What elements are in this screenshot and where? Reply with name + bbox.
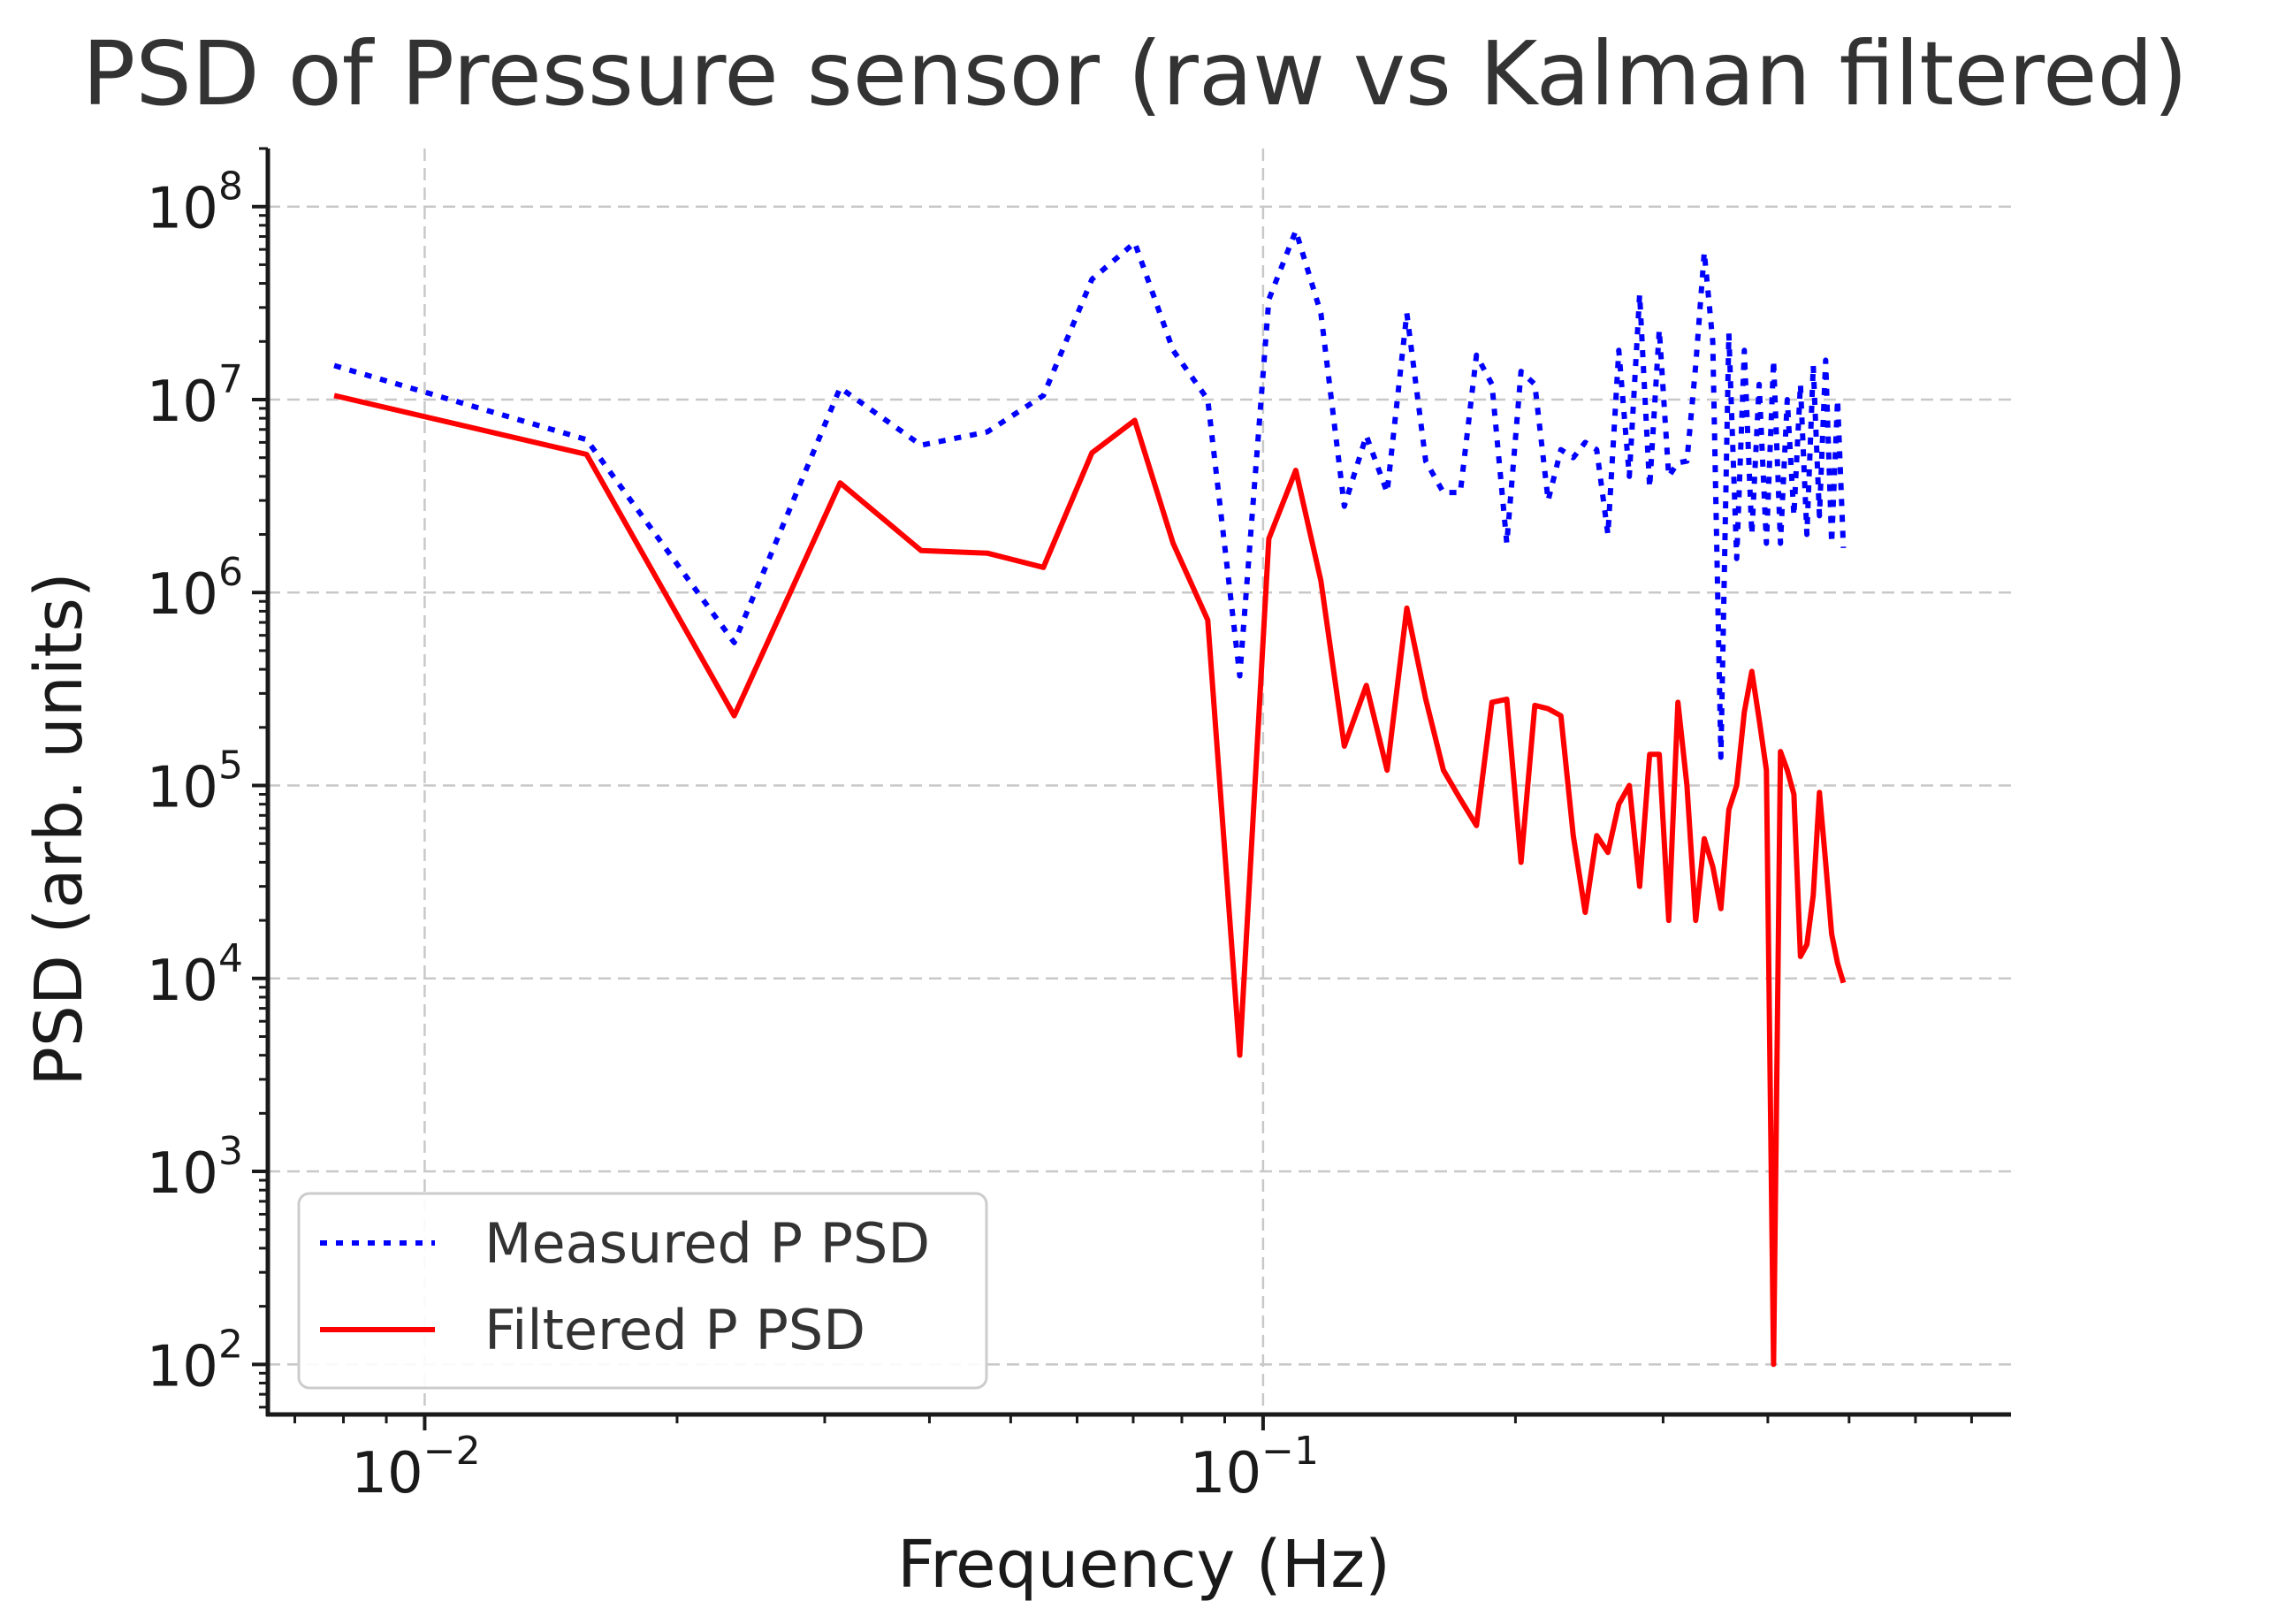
y-tick-labels: 102 103 104 105 106 107 108 [147,164,243,1400]
y-tick-label: 104 [147,936,243,1014]
x-tick-label: 10−2 [351,1429,480,1506]
y-tick-label: 105 [147,743,243,821]
legend-filtered-label: Filtered P PSD [484,1298,865,1362]
y-axis-label: PSD (arb. units) [21,572,97,1086]
chart-title: PSD of Pressure sensor (raw vs Kalman fi… [82,22,2188,126]
axes [252,147,2011,1430]
x-tick-labels: 10−2 10−1 [351,1429,1319,1506]
measured-psd-line [333,228,1847,760]
y-tick-label: 107 [147,357,243,435]
y-tick-label: 106 [147,550,243,628]
series-lines [333,228,1847,1368]
y-tick-label: 102 [147,1322,243,1399]
x-axis-label: Frequency (Hz) [897,1527,1390,1603]
x-tick-label: 10−1 [1190,1429,1319,1506]
legend-measured-label: Measured P PSD [484,1211,930,1276]
filtered-psd-line [333,393,1847,1368]
legend-box [297,1192,988,1390]
legend: Measured P PSD Filtered P PSD [297,1192,988,1390]
y-tick-label: 103 [147,1129,243,1207]
y-tick-label: 108 [147,164,243,242]
